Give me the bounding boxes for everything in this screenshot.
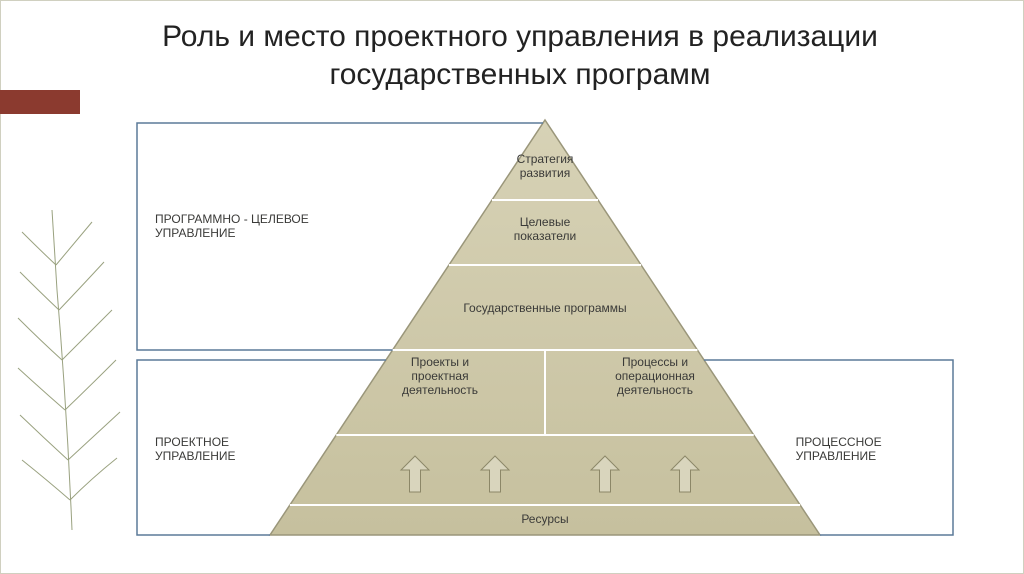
decorative-leaf: [12, 210, 132, 530]
svg-text:Стратегияразвития: Стратегияразвития: [517, 152, 574, 180]
svg-text:Процессы иоперационнаядеятельн: Процессы иоперационнаядеятельность: [615, 355, 695, 397]
pyramid-diagram: Стратегияразвития Целевыепоказатели Госуда…: [135, 115, 955, 555]
right-bracket-label: ПРОЦЕССНОЕУПРАВЛЕНИЕ: [796, 435, 882, 463]
svg-text:ПРОГРАММНО - ЦЕЛЕВОЕУПРАВЛЕНИЕ: ПРОГРАММНО - ЦЕЛЕВОЕУПРАВЛЕНИЕ: [155, 212, 309, 240]
svg-text:ПРОЦЕССНОЕУПРАВЛЕНИЕ: ПРОЦЕССНОЕУПРАВЛЕНИЕ: [796, 435, 882, 463]
accent-bar: [0, 90, 80, 114]
svg-text:ПРОЕКТНОЕУПРАВЛЕНИЕ: ПРОЕКТНОЕУПРАВЛЕНИЕ: [155, 435, 236, 463]
slide-title: Роль и место проектного управления в реа…: [120, 18, 920, 93]
svg-text:Целевыепоказатели: Целевыепоказатели: [514, 215, 576, 243]
svg-text:Ресурсы: Ресурсы: [521, 512, 568, 526]
left-bracket-labels: ПРОГРАММНО - ЦЕЛЕВОЕУПРАВЛЕНИЕ ПРОЕКТНОЕУ…: [155, 212, 309, 463]
svg-text:Государственные программы: Государственные программы: [463, 301, 626, 315]
svg-text:Проекты ипроектнаядеятельность: Проекты ипроектнаядеятельность: [402, 355, 478, 397]
pyramid-body: [270, 120, 820, 535]
slide-root: Роль и место проектного управления в реа…: [0, 0, 1024, 574]
